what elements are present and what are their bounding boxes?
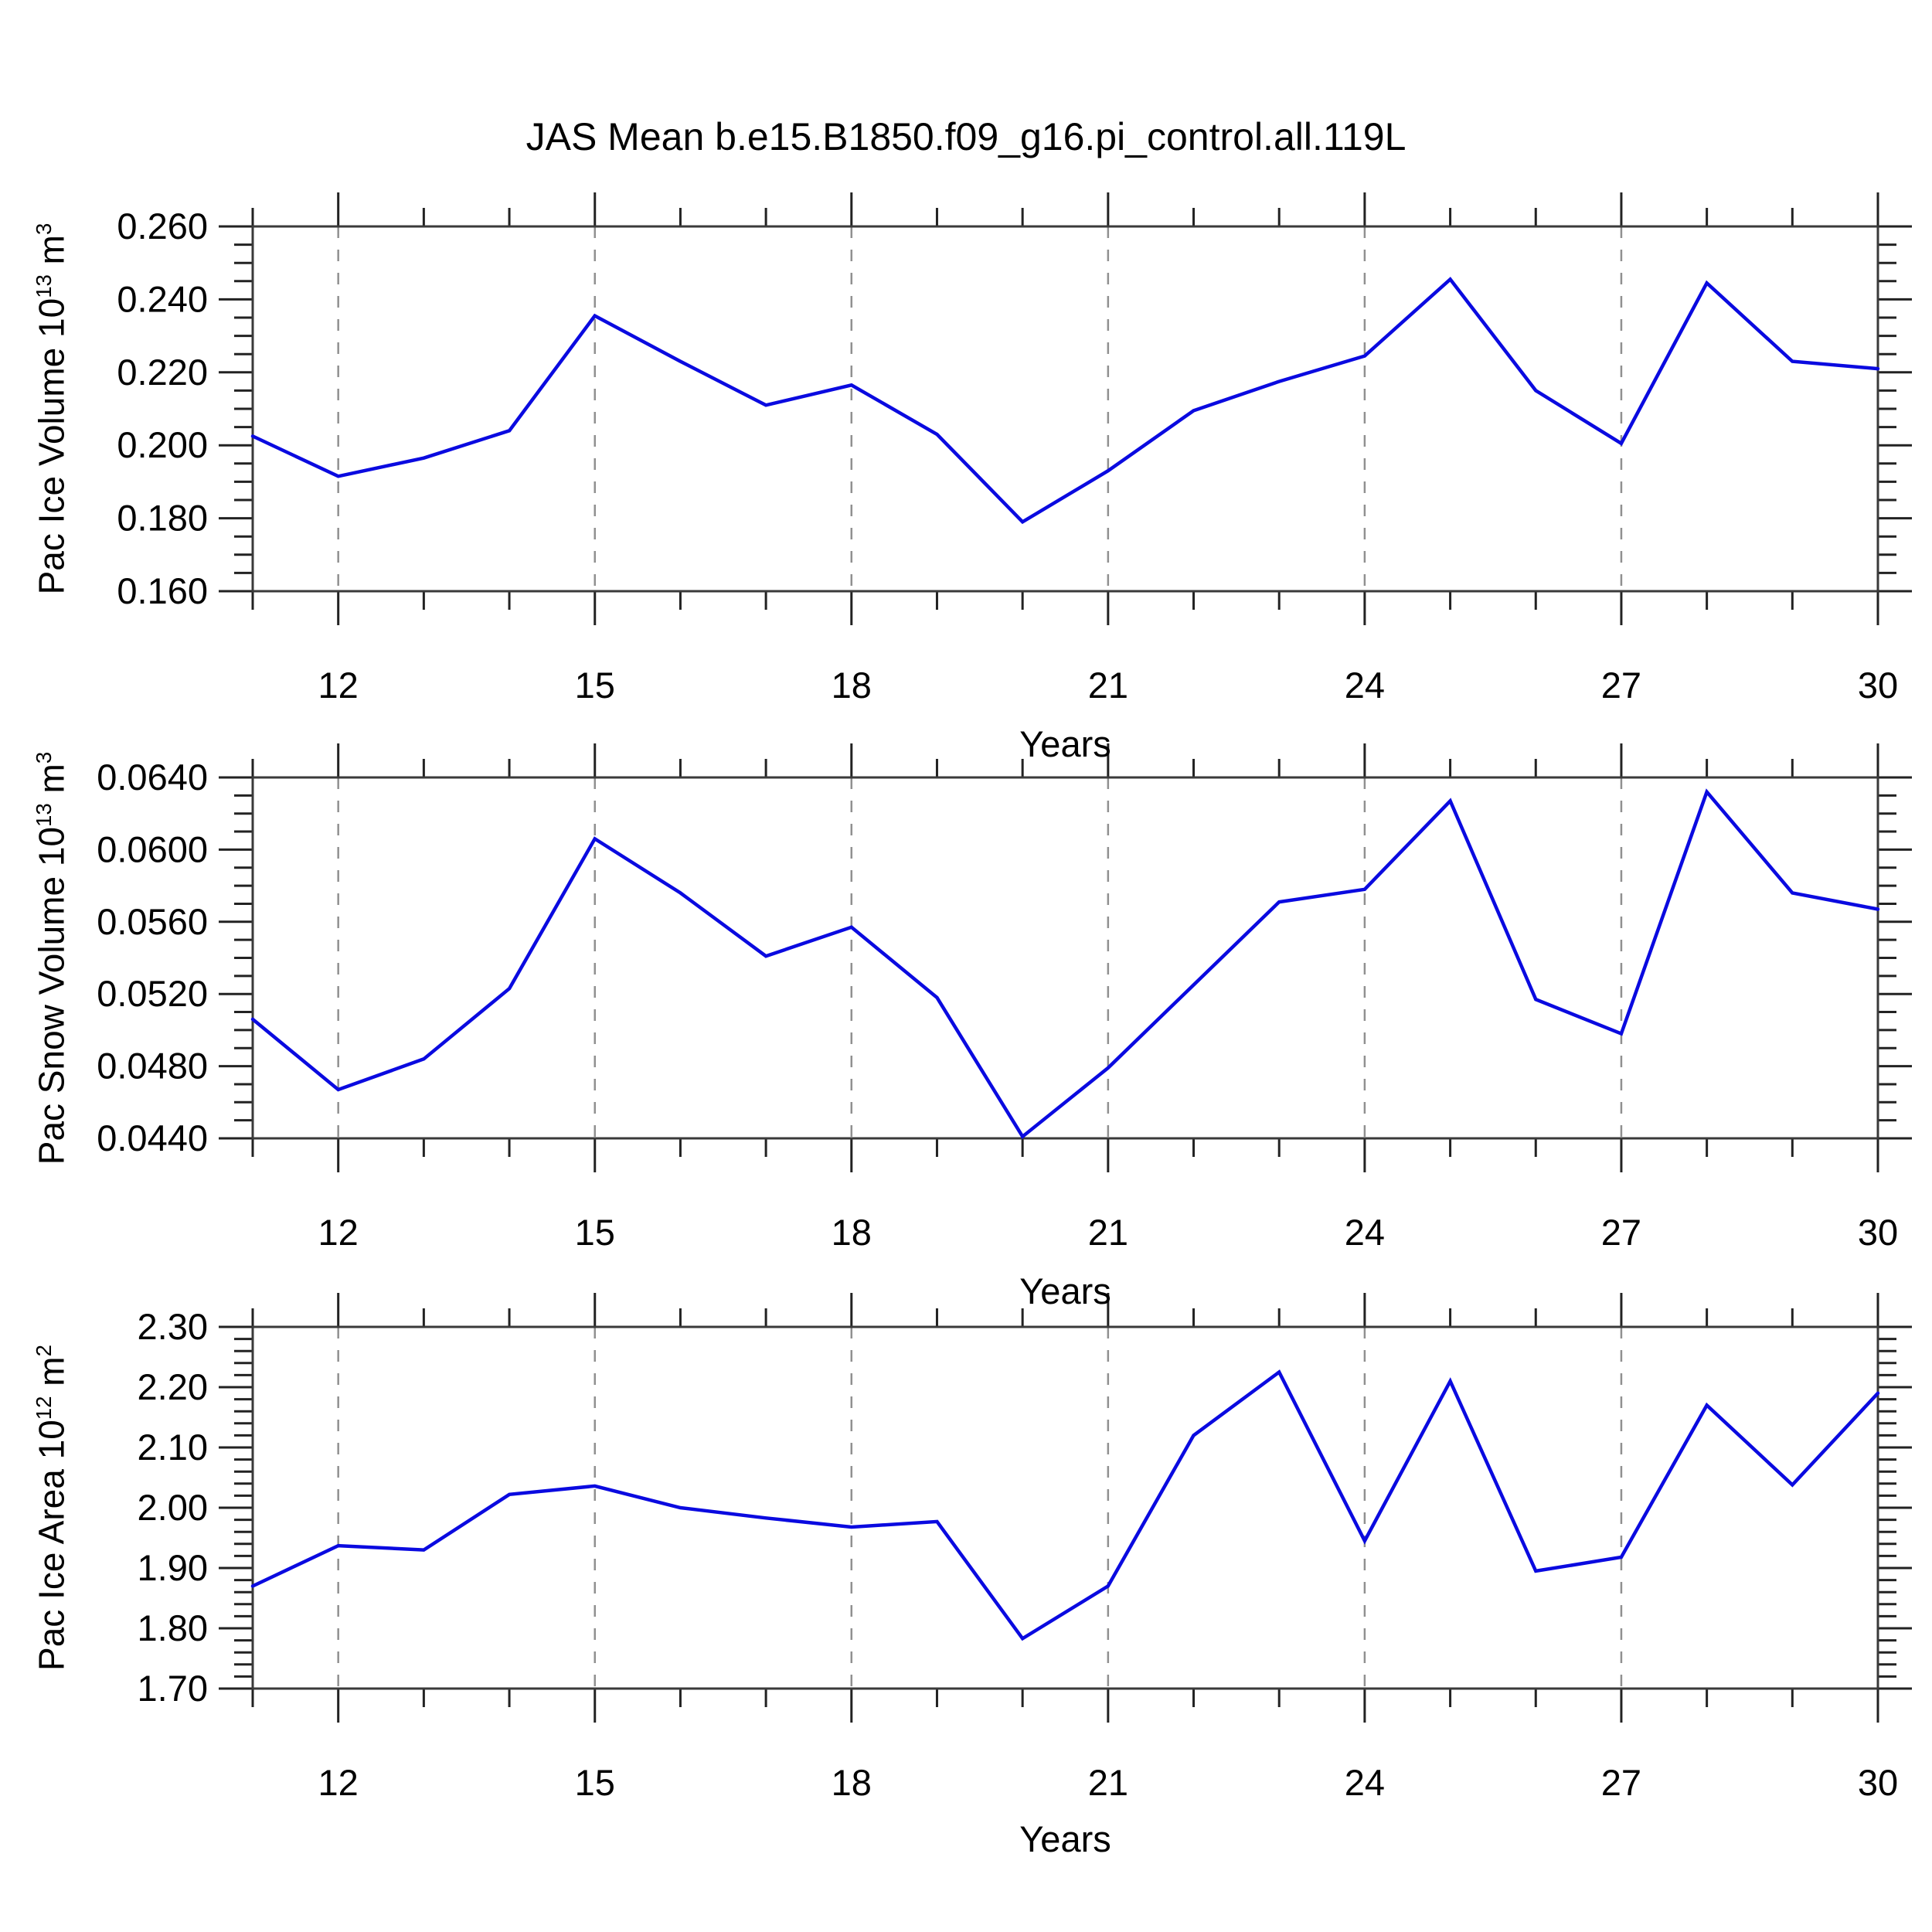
y-tick-label: 0.180: [117, 498, 208, 539]
y-axis-label-unit-exponent: 3: [32, 751, 56, 764]
x-tick-label: 24: [1345, 665, 1385, 706]
x-tick-label: 27: [1601, 665, 1641, 706]
x-tick-label: 12: [318, 1212, 359, 1253]
y-tick-label: 0.0560: [97, 901, 208, 942]
y-axis-label-text: Pac Snow Volume 10: [31, 826, 72, 1165]
y-tick-label: 0.0520: [97, 973, 208, 1014]
x-axis-label-years-panel-2: Years: [1019, 1270, 1111, 1311]
y-axis-label-unit: m: [31, 1356, 72, 1396]
plot-frame: [251, 225, 1879, 593]
y-tick-label: 2.10: [138, 1427, 208, 1468]
x-tick-label: 18: [832, 665, 872, 706]
y-tick-label: 0.0480: [97, 1046, 208, 1087]
y-axis-label-text: Pac Ice Volume 10: [31, 298, 72, 595]
x-tick-label: 15: [575, 665, 615, 706]
y-axis-label-pac-ice-volume: Pac Ice Volume 1013 m3: [22, 100, 71, 718]
x-tick-label: 21: [1088, 1212, 1128, 1253]
y-axis-label-unit: m: [31, 764, 72, 804]
y-tick-label: 1.80: [138, 1607, 208, 1648]
y-axis-label-unit: m: [31, 234, 72, 275]
x-tick-label: 27: [1601, 1212, 1641, 1253]
y-tick-label: 0.240: [117, 278, 208, 319]
y-axis-label-exponent: 13: [32, 274, 56, 298]
y-tick-label: 0.0640: [97, 757, 208, 798]
x-tick-label: 12: [318, 665, 359, 706]
y-tick-label: 0.160: [117, 570, 208, 611]
series-line-pac-snow-volume: [250, 788, 1880, 1140]
y-axis-label-exponent: 13: [32, 803, 56, 827]
x-tick-label: 30: [1858, 1762, 1898, 1803]
x-tick-label: 24: [1345, 1762, 1385, 1803]
x-tick-label: 12: [318, 1762, 359, 1803]
y-axis-label-pac-ice-area: Pac Ice Area 1012 m2: [22, 1199, 71, 1817]
y-tick-label: 0.0600: [97, 828, 208, 869]
x-tick-label: 30: [1858, 1212, 1898, 1253]
x-tick-label: 15: [575, 1212, 615, 1253]
y-axis-label-pac-snow-volume: Pac Snow Volume 1013 m3: [22, 649, 71, 1267]
y-tick-label: 0.0440: [97, 1117, 208, 1158]
y-tick-label: 1.90: [138, 1547, 208, 1588]
y-tick-label: 0.200: [117, 424, 208, 465]
plot-frame: [251, 776, 1879, 1140]
y-axis-label-exponent: 12: [32, 1396, 56, 1420]
y-tick-label: 0.220: [117, 352, 208, 393]
x-tick-label: 30: [1858, 665, 1898, 706]
y-tick-label: 2.00: [138, 1487, 208, 1528]
y-axis-label-text: Pac Ice Area 10: [31, 1420, 72, 1671]
y-axis-label-unit-exponent: 2: [32, 1345, 56, 1357]
plot-frame: [251, 1325, 1879, 1690]
x-tick-label: 27: [1601, 1762, 1641, 1803]
series-line-pac-ice-volume: [250, 277, 1880, 525]
figure-title: JAS Mean b.e15.B1850.f09_g16.pi_control.…: [526, 115, 1406, 158]
x-tick-label: 18: [832, 1212, 872, 1253]
x-axis-label-years-panel-3: Years: [1019, 1818, 1111, 1859]
x-tick-label: 15: [575, 1762, 615, 1803]
y-tick-label: 2.20: [138, 1366, 208, 1407]
x-tick-label: 24: [1345, 1212, 1385, 1253]
y-axis-label-unit-exponent: 3: [32, 223, 56, 235]
x-tick-label: 21: [1088, 665, 1128, 706]
y-tick-label: 1.70: [138, 1668, 208, 1709]
x-axis-label-years-panel-1: Years: [1019, 723, 1111, 764]
y-tick-label: 0.260: [117, 206, 208, 247]
y-tick-label: 2.30: [138, 1306, 208, 1347]
x-tick-label: 18: [832, 1762, 872, 1803]
x-tick-label: 21: [1088, 1762, 1128, 1803]
series-line-pac-ice-area: [250, 1369, 1880, 1641]
